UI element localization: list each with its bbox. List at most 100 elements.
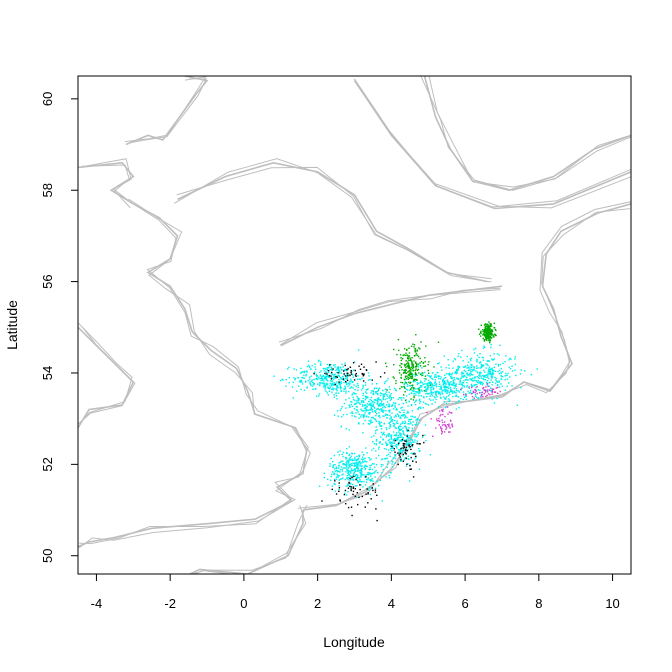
data-point [452, 395, 454, 398]
data-point [389, 441, 391, 443]
data-point [343, 390, 345, 392]
data-point [301, 383, 304, 385]
data-point [448, 398, 450, 400]
data-point [506, 374, 508, 377]
data-point [343, 381, 345, 384]
data-point [416, 364, 418, 366]
data-point [484, 325, 487, 327]
data-point [485, 374, 488, 376]
data-point [361, 474, 363, 476]
data-point [449, 399, 451, 402]
data-point [438, 391, 440, 394]
data-point [462, 375, 464, 377]
data-point [386, 444, 388, 447]
data-point [430, 418, 432, 420]
data-point [489, 340, 492, 342]
data-point [408, 352, 411, 354]
data-point [345, 381, 347, 383]
data-point [316, 375, 318, 377]
data-point [346, 465, 348, 468]
data-point [394, 445, 396, 447]
data-point [348, 474, 350, 476]
data-point [356, 474, 358, 476]
data-point [332, 384, 334, 386]
data-point [361, 401, 363, 403]
data-point [402, 455, 404, 457]
data-point [390, 444, 392, 446]
data-point [314, 366, 316, 368]
data-point [368, 468, 370, 471]
data-point [411, 389, 413, 392]
data-point [429, 381, 431, 383]
data-point [349, 366, 352, 368]
data-point [334, 373, 336, 376]
data-point [345, 399, 347, 401]
data-point [477, 379, 479, 382]
data-point [479, 361, 481, 363]
data-point [357, 467, 359, 469]
data-point [288, 382, 290, 384]
data-point [431, 384, 434, 386]
data-point [353, 471, 356, 473]
data-point [333, 378, 335, 380]
data-point [375, 463, 378, 466]
data-point [346, 376, 348, 378]
data-point [491, 389, 493, 392]
data-point [419, 398, 421, 401]
data-point [402, 439, 404, 442]
data-point [488, 321, 490, 323]
data-point [471, 384, 473, 386]
data-point [361, 377, 363, 379]
data-point [395, 433, 397, 436]
data-point [369, 422, 372, 424]
data-point [399, 364, 401, 367]
data-point [344, 388, 347, 390]
data-point [357, 462, 360, 464]
data-point [476, 381, 479, 384]
data-point [288, 366, 290, 369]
data-point [474, 391, 476, 394]
data-point [361, 462, 363, 464]
data-point [400, 448, 402, 450]
data-point [419, 348, 421, 350]
data-point [288, 377, 291, 379]
data-point [372, 463, 374, 465]
data-point [329, 387, 331, 389]
data-point [497, 384, 499, 386]
data-point [426, 403, 428, 405]
data-point [405, 443, 407, 445]
data-point [430, 393, 433, 395]
data-point [445, 367, 447, 369]
data-point [327, 386, 329, 389]
data-point [417, 443, 420, 445]
data-point [400, 381, 402, 384]
data-point [413, 379, 415, 382]
data-point [382, 411, 384, 413]
data-point [375, 450, 377, 452]
data-point [325, 371, 327, 373]
data-point [342, 462, 345, 465]
data-point [427, 385, 430, 388]
data-point [412, 453, 414, 455]
data-point [287, 368, 289, 370]
data-point [308, 365, 310, 368]
data-point [321, 376, 323, 378]
data-point [399, 436, 402, 438]
data-point [418, 419, 420, 421]
data-point [471, 370, 474, 372]
data-point [406, 463, 408, 465]
data-point [389, 396, 391, 398]
data-point [325, 373, 327, 376]
data-point [492, 335, 495, 338]
data-point [405, 352, 407, 354]
data-point [350, 370, 352, 372]
data-point [490, 343, 492, 346]
data-point [324, 368, 327, 370]
data-point [530, 373, 533, 376]
data-point [414, 369, 416, 372]
data-point [385, 441, 387, 443]
data-point [416, 421, 418, 424]
data-point [311, 379, 313, 381]
data-point [482, 329, 484, 331]
data-point [374, 399, 376, 401]
